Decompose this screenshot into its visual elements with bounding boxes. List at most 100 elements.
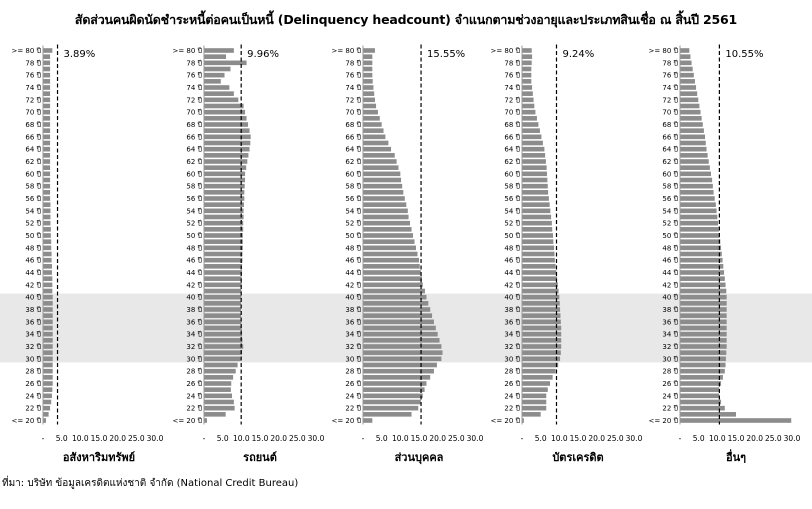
y-tick-label: 44 ปี (186, 269, 202, 277)
y-tick-label: 50 ปี (186, 232, 202, 240)
average-label: 9.24% (562, 49, 594, 60)
y-tick-label: 64 ปี (345, 146, 361, 154)
bar (680, 134, 706, 140)
bar (204, 344, 244, 349)
y-tick-label: >= 80 ปี (648, 47, 678, 55)
bar (522, 227, 553, 232)
bar (680, 171, 711, 177)
y-tick-label: <= 20 ปี (331, 417, 361, 425)
x-tick-label: 30.0 (147, 434, 164, 443)
bar (680, 220, 719, 226)
y-tick-label: >= 80 ปี (490, 47, 520, 55)
bar (43, 338, 53, 343)
y-tick-label: 70 ปี (25, 109, 41, 117)
bar (43, 85, 51, 90)
y-tick-label: 62 ปี (25, 158, 41, 166)
y-tick-label: 34 ปี (662, 331, 678, 339)
y-tick-label: 62 ปี (186, 158, 202, 166)
y-tick-label: 28 ปี (662, 368, 678, 376)
bar (204, 412, 226, 417)
bar (363, 338, 440, 343)
x-tick-label: 5.0 (376, 434, 388, 443)
bar (204, 214, 244, 220)
bar (522, 85, 533, 90)
bar (522, 356, 561, 362)
bar (43, 165, 51, 170)
bar (363, 214, 409, 220)
bar (43, 412, 49, 417)
bar (204, 165, 247, 170)
y-tick-label: 52 ปี (186, 220, 202, 228)
bar (43, 208, 51, 214)
bar (204, 325, 242, 331)
y-tick-label: 40 ปี (186, 294, 202, 302)
bar (363, 190, 404, 195)
bar (43, 202, 51, 207)
bar (43, 227, 51, 232)
bar (204, 171, 246, 177)
bar (204, 270, 243, 275)
bar (43, 313, 53, 318)
bar (522, 60, 532, 66)
x-tick-label: 15.0 (252, 434, 269, 443)
y-tick-label: 76 ปี (345, 72, 361, 80)
bar (363, 220, 411, 226)
y-tick-label: 60 ปี (504, 170, 520, 178)
average-label: 10.55% (725, 49, 763, 60)
bar (522, 368, 556, 374)
y-tick-label: 48 ปี (662, 244, 678, 252)
bar (363, 350, 443, 355)
bar (680, 325, 727, 331)
average-label: 9.96% (247, 49, 279, 60)
bar (204, 313, 241, 318)
y-tick-label: 56 ปี (25, 195, 41, 203)
bar (680, 251, 722, 257)
y-tick-label: 74 ปี (25, 84, 41, 92)
y-tick-label: <= 20 ปี (172, 417, 202, 425)
bar (522, 288, 559, 294)
y-tick-label: >= 80 ปี (11, 47, 41, 55)
bar (43, 214, 51, 220)
bar (363, 196, 405, 201)
bar (204, 375, 234, 380)
bar (680, 159, 709, 164)
bar (363, 79, 373, 84)
bar (204, 245, 243, 251)
bar (522, 313, 561, 318)
bar (363, 66, 373, 72)
bar (522, 202, 550, 207)
bar (522, 128, 540, 133)
x-tick-label: 30.0 (308, 434, 325, 443)
y-tick-label: 62 ปี (504, 158, 520, 166)
bar (363, 72, 373, 78)
bar (204, 220, 244, 226)
y-tick-label: 44 ปี (504, 269, 520, 277)
bar (522, 270, 557, 275)
bar (680, 165, 710, 170)
bar (43, 134, 51, 140)
bar (680, 288, 727, 294)
y-tick-label: 70 ปี (345, 109, 361, 117)
bar (522, 79, 532, 84)
y-tick-label: 54 ปี (345, 207, 361, 215)
y-tick-label: 68 ปี (504, 121, 520, 129)
bar (680, 313, 727, 318)
bar (680, 66, 693, 72)
bar (43, 54, 51, 59)
y-tick-label: 26 ปี (186, 380, 202, 388)
bar (680, 116, 702, 121)
x-tick-label: 15.0 (570, 434, 587, 443)
x-tick-label: 25.0 (607, 434, 624, 443)
bar (522, 109, 536, 115)
bar (204, 257, 243, 263)
y-tick-label: 30 ปี (504, 355, 520, 363)
bar (522, 418, 524, 423)
bar (43, 159, 51, 164)
y-tick-label: 52 ปี (662, 220, 678, 228)
y-tick-label: 72 ปี (345, 96, 361, 104)
y-tick-label: 36 ปี (186, 318, 202, 326)
bar (363, 116, 380, 121)
bar (204, 183, 245, 189)
bar (522, 239, 554, 244)
y-tick-label: 48 ปี (186, 244, 202, 252)
